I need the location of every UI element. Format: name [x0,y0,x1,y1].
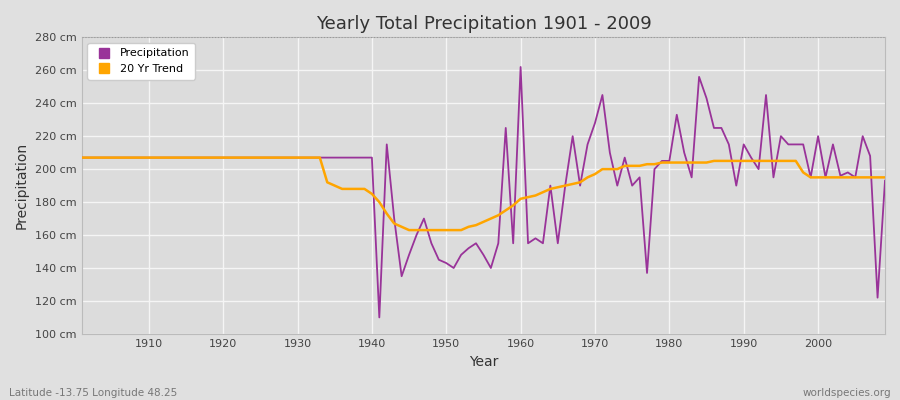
Text: Latitude -13.75 Longitude 48.25: Latitude -13.75 Longitude 48.25 [9,388,177,398]
Title: Yearly Total Precipitation 1901 - 2009: Yearly Total Precipitation 1901 - 2009 [316,15,652,33]
Legend: Precipitation, 20 Yr Trend: Precipitation, 20 Yr Trend [87,43,195,80]
X-axis label: Year: Year [469,355,498,369]
Y-axis label: Precipitation: Precipitation [15,142,29,229]
Text: worldspecies.org: worldspecies.org [803,388,891,398]
